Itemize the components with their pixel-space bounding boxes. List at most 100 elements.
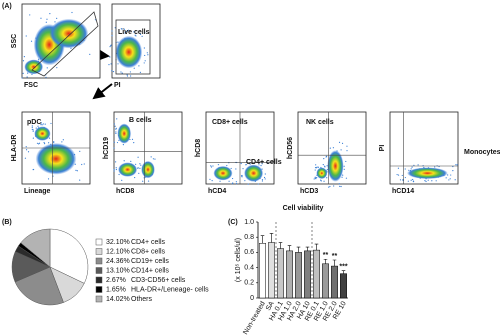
event-dot	[113, 123, 115, 125]
event-dot	[340, 185, 342, 188]
error-bar	[332, 259, 337, 267]
event-dot	[41, 124, 43, 126]
legend-label: HLA-DR+/Leneage- cells	[131, 286, 209, 293]
event-dot	[40, 17, 42, 19]
density-blob	[244, 164, 264, 182]
event-dot	[121, 179, 123, 181]
event-dot	[434, 166, 436, 168]
event-dot	[40, 122, 42, 124]
event-dot	[32, 129, 34, 131]
event-dot	[32, 130, 34, 132]
event-dot	[139, 163, 141, 165]
event-dot	[61, 141, 63, 143]
event-dot	[450, 174, 452, 176]
legend-value: 1.65%	[106, 286, 126, 293]
y-axis-label: SSC	[11, 34, 18, 48]
event-dot	[115, 161, 117, 163]
event-dot	[124, 32, 126, 34]
event-dot	[27, 151, 30, 153]
event-dot	[110, 63, 112, 65]
event-dot	[343, 168, 345, 170]
event-dot	[109, 56, 111, 58]
density-blob	[117, 123, 131, 144]
event-dot	[261, 163, 263, 165]
legend-value: 13.10%	[106, 267, 130, 274]
event-dot	[219, 180, 221, 182]
event-dot	[79, 150, 81, 153]
event-dot	[210, 165, 212, 167]
event-dot	[83, 163, 85, 165]
event-dot	[76, 170, 78, 172]
event-dot	[46, 18, 48, 20]
legend-label: CD8+ cells	[131, 248, 166, 255]
event-dot	[264, 178, 266, 180]
event-dot	[413, 164, 415, 166]
error-bar	[287, 245, 292, 251]
x-axis-label: PI	[114, 82, 121, 89]
event-dot	[316, 166, 318, 168]
density-blob	[141, 160, 155, 179]
event-dot	[317, 166, 320, 168]
event-dot	[126, 74, 128, 76]
event-dot	[113, 170, 115, 172]
event-dot	[56, 67, 58, 69]
event-dot	[137, 167, 139, 169]
legend-value: 24.36%	[106, 258, 130, 265]
event-dot	[45, 76, 47, 78]
event-dot	[138, 65, 140, 67]
event-dot	[26, 76, 28, 78]
event-dot	[242, 168, 244, 170]
event-dot	[152, 158, 155, 160]
event-dot	[21, 77, 23, 79]
event-dot	[150, 156, 152, 158]
panel-label: (C)	[228, 219, 238, 226]
event-dot	[133, 142, 135, 144]
event-dot	[249, 163, 251, 165]
x-axis-label: FSC	[24, 82, 38, 89]
event-dot	[47, 178, 50, 180]
density-blob	[407, 167, 448, 179]
bar	[322, 263, 329, 299]
legend-label: CD4+ cells	[131, 239, 166, 246]
event-dot	[144, 32, 146, 34]
y-axis-label: hCD56	[287, 137, 294, 159]
event-dot	[23, 56, 25, 58]
event-dot	[217, 164, 220, 166]
event-dot	[315, 164, 317, 166]
event-dot	[130, 160, 132, 162]
legend-swatch	[95, 248, 103, 255]
event-dot	[452, 170, 454, 172]
event-dot	[154, 158, 156, 160]
event-dot	[226, 164, 228, 167]
bar	[259, 243, 266, 299]
legend-swatch	[95, 238, 103, 246]
event-dot	[448, 179, 450, 181]
event-dot	[324, 166, 326, 168]
event-dot	[25, 149, 28, 151]
event-dot	[404, 176, 406, 179]
event-dot	[29, 14, 31, 16]
event-dot	[32, 137, 34, 139]
event-dot	[111, 35, 113, 37]
error-bar	[314, 243, 319, 251]
event-dot	[113, 147, 115, 149]
event-dot	[71, 11, 73, 14]
gate-label: Monocytes	[464, 149, 500, 156]
density-blob	[316, 167, 328, 179]
event-dot	[410, 168, 412, 170]
event-dot	[38, 143, 40, 145]
event-dot	[339, 185, 341, 188]
density-blob	[35, 142, 77, 175]
event-dot	[62, 139, 64, 141]
event-dot	[449, 178, 451, 180]
event-dot	[79, 179, 81, 181]
event-dot	[417, 164, 419, 166]
event-dot	[116, 141, 119, 144]
event-dot	[48, 137, 51, 139]
event-dot	[118, 173, 120, 176]
gate-label: pDC	[27, 119, 41, 126]
legend-label: Others	[131, 296, 153, 303]
event-dot	[116, 118, 118, 120]
event-dot	[110, 45, 112, 47]
event-dot	[33, 168, 35, 171]
